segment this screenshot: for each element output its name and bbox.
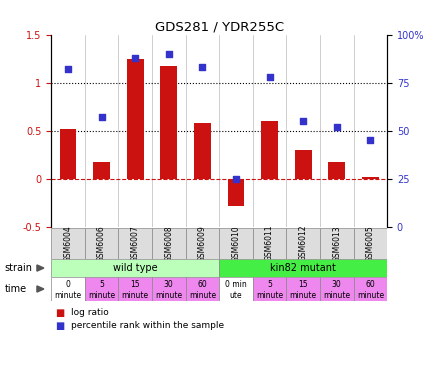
Text: 15: 15: [298, 280, 308, 289]
Bar: [219, 277, 253, 301]
Bar: [353, 228, 387, 259]
Bar: [186, 228, 219, 259]
Text: 30: 30: [164, 280, 174, 289]
Text: minute: minute: [121, 291, 149, 300]
Text: time: time: [4, 284, 27, 294]
Text: GSM6010: GSM6010: [231, 225, 240, 262]
Point: [165, 51, 172, 57]
Bar: [51, 228, 85, 259]
Text: 5: 5: [267, 280, 272, 289]
Text: percentile rank within the sample: percentile rank within the sample: [71, 321, 224, 330]
Text: GSM6011: GSM6011: [265, 225, 274, 261]
Bar: [85, 228, 118, 259]
Bar: [261, 121, 278, 179]
Bar: [219, 259, 387, 277]
Text: 0: 0: [65, 280, 70, 289]
Text: minute: minute: [88, 291, 115, 300]
Bar: [118, 277, 152, 301]
Text: minute: minute: [256, 291, 283, 300]
Bar: [186, 277, 219, 301]
Bar: [160, 66, 177, 179]
Text: strain: strain: [4, 263, 32, 273]
Text: minute: minute: [357, 291, 384, 300]
Text: 5: 5: [99, 280, 104, 289]
Point: [65, 66, 72, 72]
Text: ute: ute: [230, 291, 242, 300]
Point: [98, 115, 105, 120]
Polygon shape: [37, 286, 44, 292]
Bar: [253, 228, 287, 259]
Bar: [219, 228, 253, 259]
Point: [367, 138, 374, 143]
Bar: [93, 162, 110, 179]
Point: [199, 64, 206, 70]
Bar: [287, 277, 320, 301]
Bar: [118, 228, 152, 259]
Bar: [60, 129, 77, 179]
Text: minute: minute: [323, 291, 350, 300]
Text: GSM6013: GSM6013: [332, 225, 341, 262]
Text: GSM6006: GSM6006: [97, 225, 106, 262]
Point: [266, 74, 273, 80]
Point: [299, 118, 307, 124]
Bar: [287, 228, 320, 259]
Text: log ratio: log ratio: [71, 308, 109, 317]
Bar: [85, 277, 118, 301]
Point: [333, 124, 340, 130]
Text: ■: ■: [56, 321, 65, 331]
Text: GSM6007: GSM6007: [131, 225, 140, 262]
Bar: [51, 259, 219, 277]
Text: minute: minute: [54, 291, 81, 300]
Point: [132, 55, 139, 61]
Text: GSM6009: GSM6009: [198, 225, 207, 262]
Text: minute: minute: [189, 291, 216, 300]
Title: GDS281 / YDR255C: GDS281 / YDR255C: [154, 20, 284, 34]
Bar: [51, 277, 85, 301]
Text: 60: 60: [198, 280, 207, 289]
Polygon shape: [37, 265, 44, 271]
Text: minute: minute: [155, 291, 182, 300]
Text: ■: ■: [56, 308, 65, 318]
Bar: [127, 59, 144, 179]
Bar: [295, 150, 312, 179]
Point: [232, 176, 239, 182]
Text: GSM6008: GSM6008: [164, 225, 173, 262]
Bar: [362, 177, 379, 179]
Bar: [353, 277, 387, 301]
Text: GSM6004: GSM6004: [64, 225, 73, 262]
Text: 60: 60: [365, 280, 375, 289]
Text: minute: minute: [290, 291, 317, 300]
Bar: [253, 277, 287, 301]
Bar: [152, 277, 186, 301]
Text: 30: 30: [332, 280, 342, 289]
Text: 0 min: 0 min: [225, 280, 247, 289]
Text: kin82 mutant: kin82 mutant: [270, 263, 336, 273]
Text: 15: 15: [130, 280, 140, 289]
Bar: [194, 123, 211, 179]
Text: wild type: wild type: [113, 263, 158, 273]
Text: GSM6012: GSM6012: [299, 225, 307, 261]
Bar: [328, 162, 345, 179]
Bar: [320, 277, 354, 301]
Bar: [152, 228, 186, 259]
Bar: [320, 228, 354, 259]
Text: GSM6005: GSM6005: [366, 225, 375, 262]
Bar: [227, 179, 244, 206]
